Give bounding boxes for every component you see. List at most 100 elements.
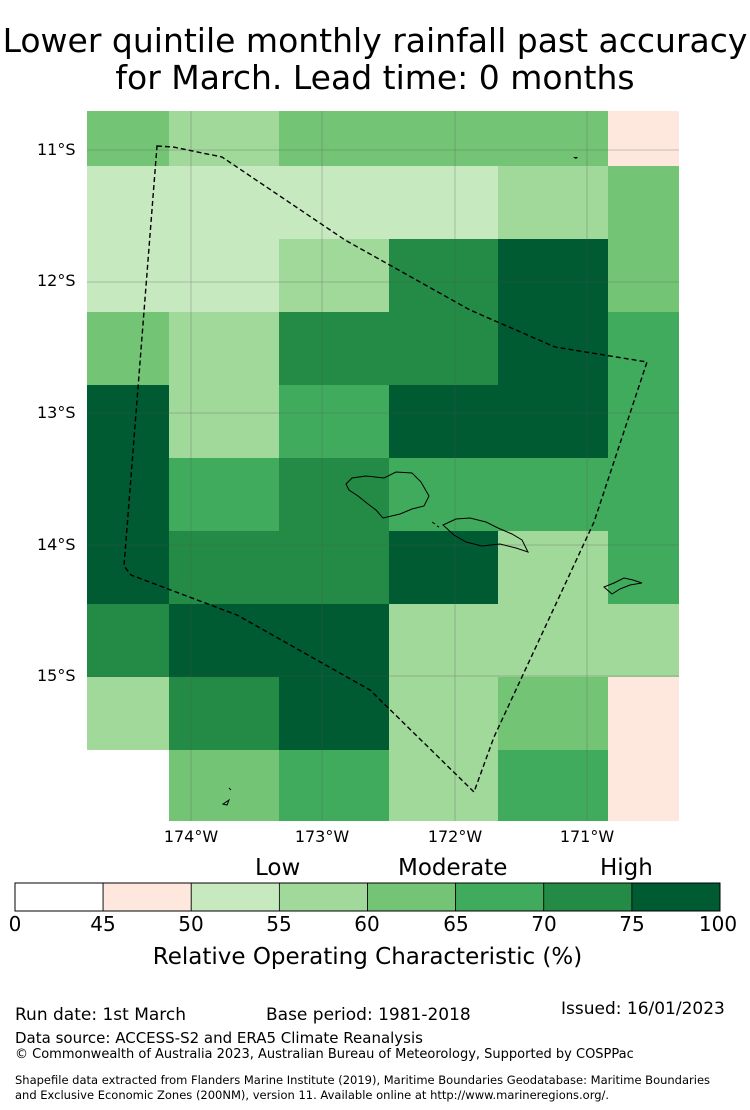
islet-north <box>573 157 578 159</box>
colorbar-tick: 75 <box>619 912 645 936</box>
grid-cell <box>608 239 679 312</box>
shapefile-credit-1: Shapefile data extracted from Flanders M… <box>15 1073 711 1087</box>
grid-cell <box>279 458 389 531</box>
grid-cell <box>389 166 498 239</box>
colorbar-tick: 55 <box>266 912 292 936</box>
grid-cell <box>389 239 498 312</box>
grid-cell <box>498 458 608 531</box>
grid-cell <box>279 166 389 239</box>
grid-cell <box>389 385 498 458</box>
gridlines <box>87 111 679 821</box>
lat-label-15s: 15°S <box>37 666 76 685</box>
base-period: Base period: 1981-2018 <box>266 1005 471 1025</box>
grid-cell <box>279 604 389 677</box>
grid-cell <box>279 531 389 604</box>
copyright: © Commonwealth of Australia 2023, Austra… <box>15 1047 634 1062</box>
grid-cell <box>608 385 679 458</box>
colorbar-segment <box>543 882 633 912</box>
colorbar-segment <box>14 882 104 912</box>
grid-cell <box>498 111 608 166</box>
island-tutuila <box>603 577 643 595</box>
lon-label-171w: 171°W <box>559 827 615 846</box>
grid-cells <box>87 111 679 821</box>
lat-label-14s: 14°S <box>37 535 76 554</box>
grid-cell <box>169 750 279 821</box>
grid-cell <box>279 385 389 458</box>
grid-cell <box>169 458 279 531</box>
grid-cell <box>279 239 389 312</box>
grid-cell <box>87 385 169 458</box>
colorbar-label: Relative Operating Characteristic (%) <box>152 944 583 970</box>
islet-apolima <box>431 521 440 528</box>
category-moderate: Moderate <box>398 855 508 881</box>
colorbar-tick: 65 <box>443 912 469 936</box>
grid-cell <box>169 239 279 312</box>
grid-cell <box>389 750 498 821</box>
grid-cell <box>389 458 498 531</box>
eez-boundary <box>123 145 648 794</box>
colorbar-tick: 50 <box>178 912 204 936</box>
grid-cell <box>498 750 608 821</box>
colorbar-tick: 45 <box>90 912 116 936</box>
colorbar-frame <box>14 882 721 912</box>
grid-cell <box>279 312 389 385</box>
grid-cell <box>498 385 608 458</box>
lon-label-173w: 173°W <box>294 827 350 846</box>
category-high: High <box>600 855 653 881</box>
grid-cell <box>608 111 679 166</box>
grid-cell <box>87 111 169 166</box>
grid-cell <box>87 239 169 312</box>
grid-cell <box>169 111 279 166</box>
grid-cell <box>498 677 608 750</box>
grid-cell <box>608 677 679 750</box>
run-date: Run date: 1st March <box>15 1005 187 1025</box>
grid-cell <box>498 166 608 239</box>
grid-cell <box>608 166 679 239</box>
island-savaii <box>345 471 430 519</box>
title-line-2: for March. Lead time: 0 months <box>115 58 635 97</box>
grid-cell <box>608 458 679 531</box>
lat-label-12s: 12°S <box>37 271 76 290</box>
title-line-1: Lower quintile monthly rainfall past acc… <box>2 21 748 60</box>
lat-label-11s: 11°S <box>37 140 76 159</box>
colorbar-segment <box>455 882 545 912</box>
issued-date: Issued: 16/01/2023 <box>561 999 725 1019</box>
colorbar-segment <box>631 882 721 912</box>
grid-cell <box>389 531 498 604</box>
grid-cell <box>389 312 498 385</box>
grid-cell <box>498 531 608 604</box>
colorbar-tick: 70 <box>531 912 557 936</box>
colorbar-segment <box>190 882 280 912</box>
grid-cell <box>608 604 679 677</box>
grid-cell <box>498 239 608 312</box>
lat-label-13s: 13°S <box>37 403 76 422</box>
colorbar <box>14 882 721 912</box>
island-upolu <box>442 517 529 553</box>
grid-cell <box>608 531 679 604</box>
grid-cell <box>169 604 279 677</box>
islet-south <box>221 787 232 806</box>
lon-label-172w: 172°W <box>427 827 483 846</box>
grid-cell <box>389 111 498 166</box>
grid-cell <box>87 531 169 604</box>
grid-cell <box>279 111 389 166</box>
grid-cell <box>169 312 279 385</box>
grid-cell <box>608 750 679 821</box>
colorbar-segment <box>278 882 368 912</box>
grid-cell <box>389 677 498 750</box>
lon-label-174w: 174°W <box>163 827 219 846</box>
colorbar-tick: 100 <box>698 912 738 936</box>
grid-cell <box>87 604 169 677</box>
grid-cell <box>87 312 169 385</box>
data-source: Data source: ACCESS-S2 and ERA5 Climate … <box>15 1029 423 1047</box>
category-low: Low <box>255 855 301 881</box>
colorbar-tick: 60 <box>354 912 380 936</box>
grid-cell <box>169 677 279 750</box>
grid-cell <box>169 531 279 604</box>
shapefile-credit-2: and Exclusive Economic Zones (200NM), ve… <box>15 1088 610 1102</box>
grid-cell <box>169 166 279 239</box>
grid-cell <box>87 458 169 531</box>
grid-cell <box>389 604 498 677</box>
grid-cell <box>498 312 608 385</box>
